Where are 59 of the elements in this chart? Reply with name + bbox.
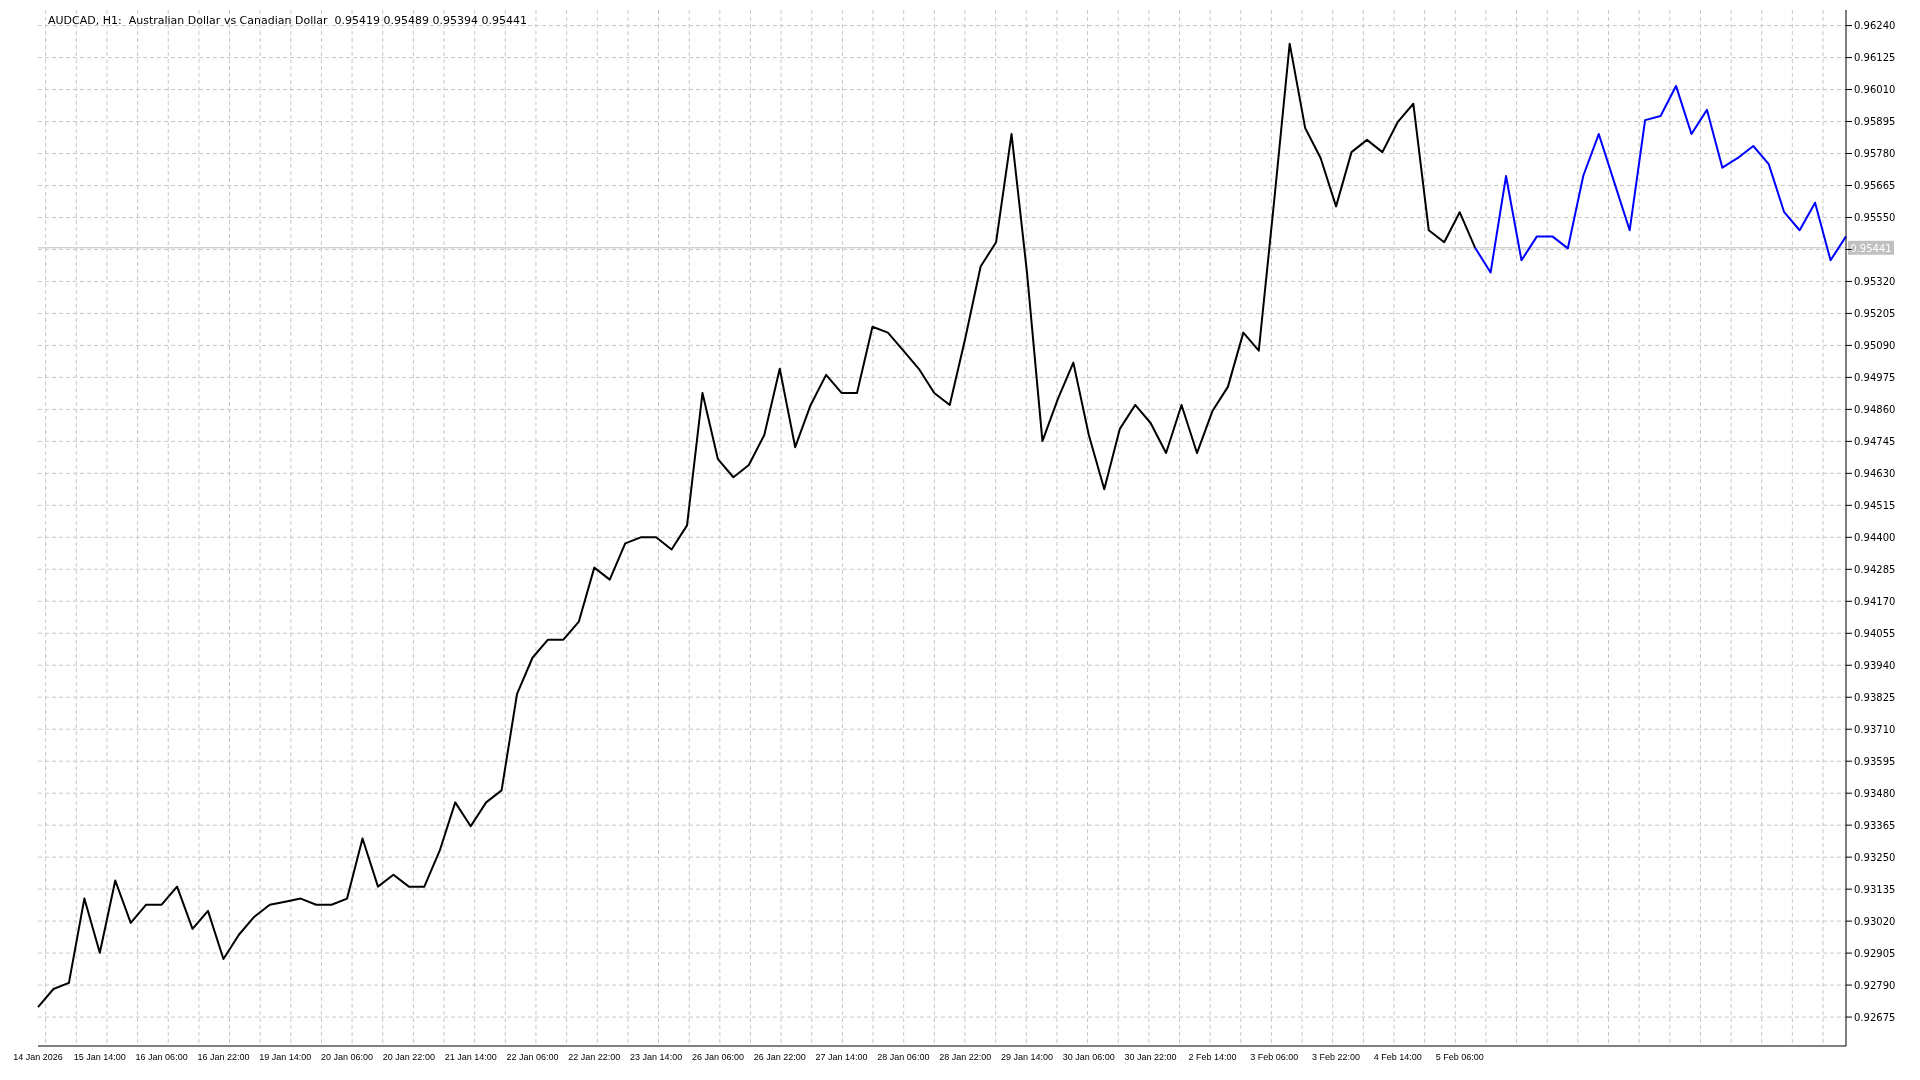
- y-tick-label: 0.94055: [1854, 627, 1896, 639]
- x-tick-label: 28 Jan 22:00: [939, 1052, 992, 1063]
- y-tick-label: 0.93135: [1854, 883, 1896, 895]
- line-series: [1474, 84, 1847, 274]
- x-tick-label: 28 Jan 06:00: [877, 1052, 930, 1063]
- y-tick-label: 0.93940: [1854, 659, 1896, 671]
- y-tick-label: 0.93365: [1854, 819, 1896, 831]
- x-tick-label: 21 Jan 14:00: [444, 1052, 497, 1063]
- ref-line-label: 0.95441: [1850, 242, 1892, 254]
- y-tick-label: 0.95090: [1854, 339, 1896, 351]
- y-tick-label: 0.93710: [1854, 723, 1896, 735]
- x-tick-label: 30 Jan 22:00: [1124, 1052, 1177, 1063]
- y-tick-label: 0.94630: [1854, 467, 1896, 479]
- x-tick-label: 29 Jan 14:00: [1000, 1052, 1054, 1063]
- x-tick-label: 3 Feb 06:00: [1250, 1052, 1299, 1063]
- x-tick-label: 23 Jan 14:00: [630, 1052, 683, 1063]
- y-tick-label: 0.92675: [1854, 1011, 1896, 1023]
- x-tick-label: 2 Feb 14:00: [1188, 1052, 1237, 1063]
- y-tick-label: 0.95320: [1854, 276, 1896, 287]
- x-tick-label: 5 Feb 06:00: [1435, 1052, 1484, 1063]
- y-tick-label: 0.94745: [1854, 435, 1896, 447]
- y-tick-label: 0.94170: [1854, 595, 1896, 607]
- x-tick-label: 22 Jan 06:00: [506, 1052, 559, 1063]
- x-tick-label: 26 Jan 06:00: [691, 1052, 744, 1063]
- x-tick-label: 20 Jan 06:00: [321, 1052, 374, 1063]
- y-tick-label: 0.95665: [1854, 180, 1896, 192]
- y-tick-label: 0.95205: [1854, 307, 1896, 319]
- x-tick-label: 4 Feb 14:00: [1373, 1052, 1422, 1063]
- x-tick-label: 15 Jan 14:00: [73, 1052, 126, 1063]
- x-tick-label: 20 Jan 22:00: [382, 1052, 435, 1063]
- y-tick-label: 0.93250: [1854, 851, 1896, 863]
- y-tick-label: 0.93020: [1854, 915, 1896, 927]
- y-tick-label: 0.93595: [1854, 755, 1896, 767]
- y-tick-label: 0.94860: [1854, 403, 1896, 415]
- y-tick-label: 0.92790: [1854, 979, 1896, 991]
- y-tick-label: 0.96240: [1854, 20, 1896, 32]
- y-tick-label: 0.93480: [1854, 787, 1896, 799]
- x-tick-label: 14 Jan 2026: [13, 1052, 63, 1063]
- y-tick-label: 0.96125: [1854, 52, 1896, 64]
- y-tick-label: 0.94975: [1854, 371, 1896, 383]
- y-tick-label: 0.94515: [1854, 499, 1896, 511]
- line-series: [37, 42, 1477, 1009]
- y-tick-label: 0.94285: [1854, 563, 1896, 575]
- x-tick-label: 16 Jan 06:00: [135, 1052, 188, 1063]
- x-tick-label: 26 Jan 22:00: [753, 1052, 806, 1063]
- y-tick-label: 0.96010: [1854, 84, 1896, 96]
- y-tick-label: 0.95895: [1854, 116, 1896, 128]
- x-tick-label: 22 Jan 22:00: [568, 1052, 621, 1063]
- chart-title: AUDCAD, H1: Australian Dollar vs Canadian Dollar 0.95419 0.95489 0.95394 0.95441: [48, 14, 528, 27]
- x-tick-label: 19 Jan 14:00: [259, 1052, 312, 1063]
- x-tick-label: 16 Jan 22:00: [197, 1052, 250, 1063]
- y-tick-label: 0.95550: [1854, 212, 1896, 224]
- y-tick-label: 0.93825: [1854, 691, 1896, 703]
- x-tick-label: 3 Feb 22:00: [1312, 1052, 1361, 1063]
- y-tick-label: 0.94400: [1854, 531, 1896, 543]
- x-tick-label: 27 Jan 14:00: [815, 1052, 868, 1063]
- y-tick-label: 0.95780: [1854, 148, 1896, 160]
- y-tick-label: 0.92905: [1854, 947, 1896, 959]
- x-tick-label: 30 Jan 06:00: [1062, 1052, 1115, 1063]
